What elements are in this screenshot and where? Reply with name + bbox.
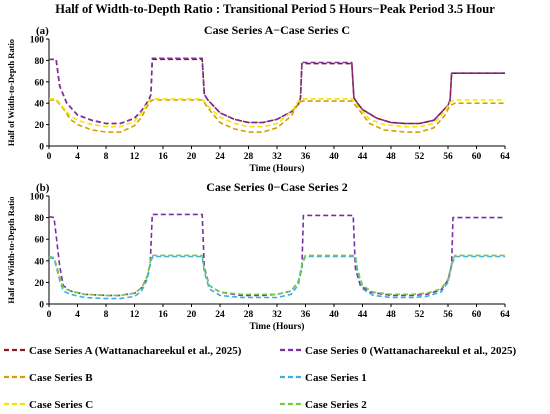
panel-b-x-tick-label: 60 [472, 310, 482, 320]
panel-b-y-tick-label: 20 [35, 279, 45, 289]
panel-b-y-tick-label: 100 [30, 193, 45, 203]
legend-label: Case Series A (Wattanachareekul et al., … [29, 345, 242, 357]
panel-a-x-tick-label: 28 [244, 152, 254, 162]
panel-b-x-tick-label: 4 [75, 310, 80, 320]
panel-b-series-line-3 [48, 254, 505, 297]
panel-b-y-tick-label: 0 [39, 301, 44, 311]
panel-b-x-tick-label: 12 [130, 310, 140, 320]
panel-b-x-tick-label: 44 [358, 310, 368, 320]
panel-b-label: (b) [36, 182, 50, 194]
legend-label: Case Series C [29, 399, 93, 411]
panel-a-x-tick-label: 60 [472, 152, 482, 162]
legend-item: Case Series 1 [280, 372, 367, 384]
panel-a-x-tick-label: 16 [158, 152, 168, 162]
figure-title: Half of Width-to-Depth Ratio : Transitio… [55, 2, 495, 16]
panel-b-x-tick-label: 16 [158, 310, 168, 320]
panel-a-x-tick-label: 52 [415, 152, 425, 162]
panel-a-x-tick-label: 20 [187, 152, 197, 162]
panel-a-x-tick-label: 56 [443, 152, 453, 162]
panel-a-x-tick-label: 40 [329, 152, 339, 162]
panel-a-x-tick-label: 24 [215, 152, 225, 162]
legend-item: Case Series A (Wattanachareekul et al., … [4, 345, 242, 357]
panel-a-y-tick-label: 0 [39, 143, 44, 153]
legend-label: Case Series 1 [305, 372, 367, 384]
panel-b-x-tick-label: 40 [329, 310, 339, 320]
legend-label: Case Series B [29, 372, 93, 384]
panel-b-x-tick-label: 28 [244, 310, 254, 320]
panel-a-y-tick-label: 20 [35, 121, 45, 131]
panel-b-y-tick-label: 80 [35, 214, 45, 224]
legend-item: Case Series 2 [280, 399, 367, 411]
panel-a-title: Case Series A−Case Series C [204, 23, 350, 37]
panel-b-x-tick-label: 32 [272, 310, 282, 320]
panel-b-x-tick-label: 48 [386, 310, 396, 320]
panel-a-series-line-2 [49, 57, 505, 125]
panel-a-x-tick-label: 4 [75, 152, 80, 162]
panel-a-y-axis-label: Half of Width-to-Depth Ratio [6, 39, 16, 146]
panel-b-x-tick-label: 36 [301, 310, 311, 320]
panel-b-x-tick-label: 20 [187, 310, 197, 320]
panel-a-series-line-4 [49, 98, 505, 128]
panel-b-x-axis-label: Time (Hours) [250, 321, 305, 332]
legend-label: Case Series 0 (Wattanachareekul et al., … [305, 345, 517, 357]
panel-a-x-tick-label: 8 [104, 152, 109, 162]
panel-a-x-tick-label: 44 [358, 152, 368, 162]
panel-a-x-tick-label: 36 [301, 152, 311, 162]
panel-b-title: Case Series 0−Case Series 2 [206, 180, 347, 194]
panel-b-series-line-1 [48, 213, 505, 297]
panel-a-label: (a) [36, 25, 49, 37]
panel-b-x-tick-label: 56 [443, 310, 453, 320]
panel-a-y-tick-label: 60 [35, 78, 45, 88]
panel-a-series-line-3 [49, 99, 505, 133]
panel-b-x-tick-label: 24 [215, 310, 225, 320]
panel-a-x-tick-label: 32 [272, 152, 282, 162]
legend-item: Case Series B [4, 372, 93, 384]
panel-b-x-tick-label: 52 [415, 310, 425, 320]
panel-a-chart: (a) Case Series A−Case Series C0 4 8 12 16 20 2… [6, 23, 510, 174]
panel-a-series-line-1 [49, 58, 505, 125]
panel-a-x-tick-label: 12 [130, 152, 140, 162]
panel-a-y-tick-label: 100 [30, 36, 45, 46]
panel-a-x-tick-label: 0 [47, 152, 52, 162]
panel-b-y-tick-label: 40 [35, 257, 45, 267]
panel-b-y-tick-label: 60 [35, 236, 45, 246]
panel-b-x-tick-label: 64 [500, 310, 510, 320]
panel-b-series-line-2 [48, 255, 505, 300]
legend: Case Series A (Wattanachareekul et al., … [4, 345, 517, 411]
legend-item: Case Series 0 (Wattanachareekul et al., … [280, 345, 517, 357]
panel-b-chart: (b) Case Series 0−Case Series 20 4 8 12 16 20 2… [6, 180, 510, 332]
panel-b-x-tick-label: 0 [47, 310, 52, 320]
panel-b-y-axis-label: Half of Width-to-Depth Ratio [6, 196, 16, 303]
legend-item: Case Series C [4, 399, 93, 411]
panel-a-x-axis-label: Time (Hours) [250, 163, 305, 174]
panel-a-x-tick-label: 48 [386, 152, 396, 162]
panel-b-x-tick-label: 8 [104, 310, 109, 320]
legend-label: Case Series 2 [305, 399, 367, 411]
panel-a-x-tick-label: 64 [500, 152, 510, 162]
panel-a-y-tick-label: 80 [35, 57, 45, 67]
panel-a-y-tick-label: 40 [35, 100, 45, 110]
